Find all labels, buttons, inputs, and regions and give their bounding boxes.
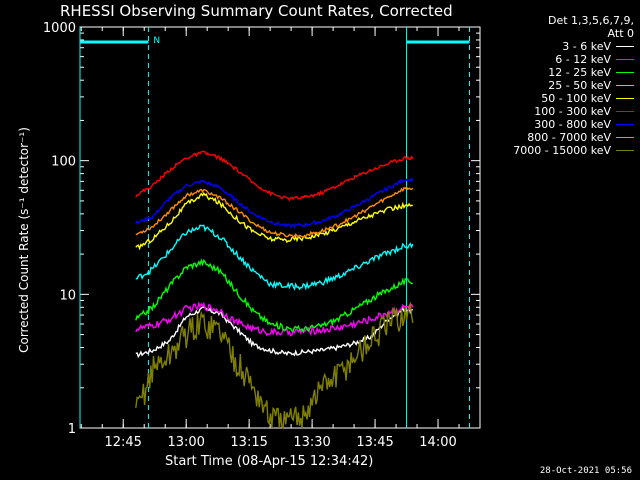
legend-entry-label: 100 - 300 keV bbox=[534, 105, 611, 118]
legend-swatch bbox=[616, 124, 634, 125]
legend-header-detectors: Det 1,3,5,6,7,9, bbox=[547, 14, 634, 27]
legend-swatch bbox=[616, 137, 634, 138]
y-tick-label: 1 bbox=[68, 422, 76, 437]
legend-entry-label: 3 - 6 keV bbox=[562, 40, 611, 53]
x-tick-label: 12:45 bbox=[104, 435, 141, 450]
legend-entry-label: 800 - 7000 keV bbox=[527, 131, 611, 144]
flag-label: N bbox=[153, 36, 160, 46]
legend: Det 1,3,5,6,7,9, Att 0 3 - 6 keV 6 - 12 k… bbox=[476, 14, 634, 157]
legend-entry: 800 - 7000 keV bbox=[476, 131, 634, 144]
legend-entry: 7000 - 15000 keV bbox=[476, 144, 634, 157]
y-tick-label: 1000 bbox=[43, 21, 76, 36]
x-axis-label: Start Time (08-Apr-15 12:34:42) bbox=[165, 454, 374, 469]
legend-entry: 6 - 12 keV bbox=[476, 53, 634, 66]
legend-swatch bbox=[616, 72, 634, 73]
legend-entry: 12 - 25 keV bbox=[476, 66, 634, 79]
legend-entry-label: 12 - 25 keV bbox=[548, 66, 611, 79]
series-line-8 bbox=[135, 301, 414, 430]
y-tick-label: 100 bbox=[51, 155, 76, 170]
legend-swatch bbox=[616, 150, 634, 151]
series-line-1 bbox=[135, 300, 414, 337]
legend-swatch bbox=[616, 98, 634, 99]
legend-entry-label: 300 - 800 keV bbox=[534, 118, 611, 131]
generation-timestamp: 28-Oct-2021 05:56 bbox=[539, 466, 632, 476]
x-tick-label: 13:00 bbox=[167, 435, 204, 450]
legend-swatch bbox=[616, 59, 634, 60]
series-line-7 bbox=[135, 185, 414, 239]
legend-header-attenuator: Att 0 bbox=[607, 27, 634, 40]
legend-entries: 3 - 6 keV 6 - 12 keV 12 - 25 keV 25 - 50 ke… bbox=[476, 40, 634, 157]
legend-entry-label: 50 - 100 keV bbox=[541, 92, 611, 105]
series-line-5 bbox=[135, 150, 414, 202]
series-line-4 bbox=[135, 191, 413, 251]
x-tick-label: 14:00 bbox=[419, 435, 456, 450]
legend-entry: 50 - 100 keV bbox=[476, 92, 634, 105]
legend-entry: 25 - 50 keV bbox=[476, 79, 634, 92]
plot-frame bbox=[79, 26, 481, 429]
series-line-3 bbox=[135, 224, 414, 291]
legend-entry-label: 25 - 50 keV bbox=[548, 79, 611, 92]
chart-title: RHESSI Observing Summary Count Rates, Co… bbox=[60, 2, 453, 20]
legend-entry-label: 7000 - 15000 keV bbox=[513, 144, 611, 157]
legend-entry-label: 6 - 12 keV bbox=[555, 53, 611, 66]
x-tick-label: 13:30 bbox=[293, 435, 330, 450]
legend-swatch bbox=[616, 46, 634, 47]
legend-entry: 300 - 800 keV bbox=[476, 118, 634, 131]
series-line-0 bbox=[135, 305, 413, 359]
y-tick-label: 10 bbox=[59, 288, 76, 303]
series-line-6 bbox=[135, 177, 414, 229]
x-tick-label: 13:15 bbox=[230, 435, 267, 450]
x-tick-label: 13:45 bbox=[356, 435, 393, 450]
legend-swatch bbox=[616, 111, 634, 112]
legend-swatch bbox=[616, 85, 634, 86]
series-line-2 bbox=[135, 258, 413, 333]
legend-entry: 3 - 6 keV bbox=[476, 40, 634, 53]
legend-entry: 100 - 300 keV bbox=[476, 105, 634, 118]
